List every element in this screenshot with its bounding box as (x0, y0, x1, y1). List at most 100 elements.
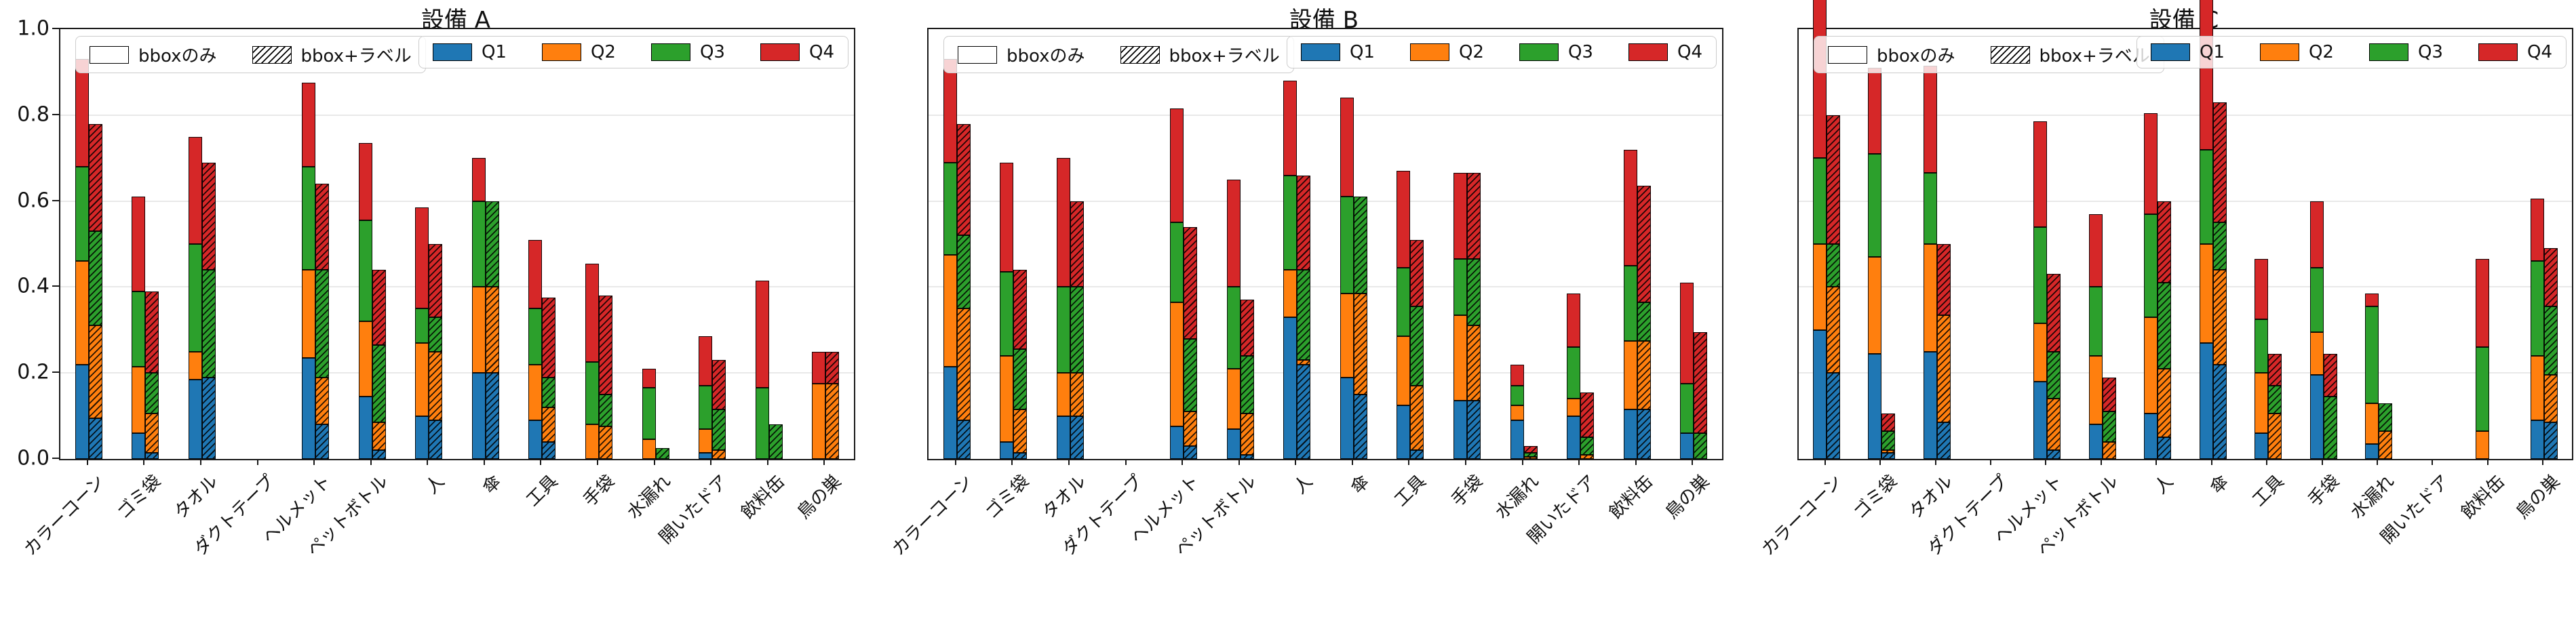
bar-segment-q2-hatched (712, 450, 726, 459)
bar-segment-q2 (1510, 405, 1524, 420)
bar-segment-q4 (358, 143, 372, 221)
bar-segment-q4 (812, 351, 826, 384)
bar-segment-q2-hatched (2102, 441, 2116, 459)
x-axis-category-label: 傘 (2206, 471, 2233, 498)
x-axis-tick-mark (710, 459, 712, 465)
legend-quarters: Q1 Q2 Q3 Q4 (1286, 36, 1717, 68)
stacked-bar-bbox-label (145, 291, 159, 459)
bar-segment-q4-hatched (1523, 446, 1538, 453)
stacked-bar-bbox-label (1410, 239, 1424, 459)
legend-label-q2: Q2 (1458, 42, 1484, 62)
bar-segment-q3-hatched (712, 409, 726, 451)
legend-entry-q2: Q2 (2259, 42, 2334, 62)
bar-segment-q2 (132, 366, 146, 433)
bar-segment-q3 (1812, 158, 1827, 245)
x-axis-tick-mark (954, 459, 956, 465)
bar-segment-q3 (2475, 347, 2489, 431)
bar-segment-q2 (1056, 373, 1070, 416)
bar-segment-q2-hatched (1353, 293, 1367, 395)
bar-segment-q3 (188, 244, 202, 352)
stacked-bar-bbox-label (1184, 226, 1198, 459)
x-axis-tick-mark (199, 459, 201, 465)
x-axis-tick-mark (2377, 459, 2378, 465)
bar-segment-q3 (2088, 287, 2103, 356)
stacked-bar-bbox-label (2047, 274, 2061, 459)
bar-segment-q2 (1567, 399, 1581, 416)
y-axis-tick-label: 0.2 (17, 360, 50, 384)
x-axis-tick-mark (313, 459, 315, 465)
x-axis-category-label: 人 (422, 471, 449, 498)
stacked-bar-bbox-only (2144, 113, 2158, 459)
y-axis-tick-label: 0.0 (17, 446, 50, 470)
legend-label-q1: Q1 (481, 42, 507, 62)
bar-segment-q4 (1680, 283, 1694, 384)
x-axis-category-label: 傘 (478, 471, 506, 498)
bar-segment-q1 (2199, 342, 2213, 459)
stacked-bar-bbox-label (1297, 175, 1311, 459)
legend-label-bbox-label: bbox+ラベル (1169, 46, 1280, 66)
x-axis-tick-mark (483, 459, 485, 465)
stacked-bar-bbox-only (1623, 149, 1637, 459)
bar-segment-q2 (1453, 315, 1467, 401)
bar-segment-q4-hatched (598, 296, 612, 395)
bar-segment-q4 (2088, 214, 2103, 287)
x-axis-category-label: 人 (2151, 471, 2178, 498)
bar-segment-q3-hatched (1297, 270, 1311, 361)
bar-segment-q1 (1283, 317, 1297, 459)
bar-segment-q4 (1000, 162, 1014, 273)
bar-segment-q3-hatched (1184, 338, 1198, 412)
legend-bar-style: bboxのみ bbox+ラベル (75, 36, 426, 73)
gridline (1799, 200, 2572, 202)
bar-segment-q1-hatched (88, 418, 102, 459)
x-axis-tick-mark (2266, 459, 2268, 465)
bar-segment-q1 (1812, 329, 1827, 459)
gridline (60, 286, 854, 288)
x-axis-tick-mark (1295, 459, 1297, 465)
bar-segment-q3 (1453, 259, 1467, 315)
stacked-bar-bbox-label (429, 244, 443, 459)
stacked-bar-bbox-only (812, 351, 826, 459)
bar-segment-q4-hatched (542, 298, 556, 378)
bar-segment-q4-hatched (315, 184, 330, 270)
bar-segment-q1 (1868, 353, 1882, 459)
x-axis-tick-mark (823, 459, 825, 465)
stacked-bar-bbox-label (2544, 248, 2558, 459)
bar-segment-q2 (699, 428, 713, 453)
x-axis-tick-mark (1879, 459, 1881, 465)
x-axis-tick-mark (596, 459, 598, 465)
bar-segment-q4 (585, 263, 599, 363)
x-axis-tick-mark (2045, 459, 2047, 465)
x-axis-tick-mark (540, 459, 542, 465)
bar-segment-q2 (1226, 368, 1241, 429)
bar-segment-q1 (1397, 405, 1411, 459)
legend-entry-q4: Q4 (2478, 42, 2552, 62)
bar-segment-q4-hatched (1826, 115, 1840, 245)
bar-segment-q3-hatched (2212, 222, 2227, 270)
stacked-bar-bbox-label (825, 351, 840, 459)
gridline (1799, 372, 2572, 374)
bar-segment-q2-hatched (2158, 368, 2172, 438)
bar-segment-q3-hatched (485, 201, 499, 287)
x-axis-category-label: ゴミ袋 (981, 471, 1034, 523)
bar-segment-q2-hatched (956, 308, 971, 420)
legend-label-bbox-label: bbox+ラベル (2039, 46, 2150, 66)
bar-segment-q4-hatched (145, 291, 159, 374)
stacked-bar-bbox-label (1070, 201, 1084, 459)
bar-segment-q2 (1397, 336, 1411, 405)
stacked-bar-bbox-label (2268, 353, 2282, 459)
bar-segment-q1 (1000, 441, 1014, 459)
legend-entry-bbox-only: bboxのみ (90, 42, 217, 67)
bar-segment-q3 (2309, 267, 2324, 332)
bar-segment-q3-hatched (145, 373, 159, 414)
bar-segment-q4-hatched (2544, 248, 2558, 306)
bar-segment-q3-hatched (1826, 244, 1840, 287)
bar-segment-q2-hatched (1881, 450, 1896, 453)
bar-segment-q1-hatched (372, 450, 386, 459)
bbox-label-hatch-swatch-icon (1120, 45, 1160, 64)
bar-segment-q2-hatched (2379, 430, 2392, 459)
bar-segment-q2 (415, 342, 429, 416)
legend-entry-q1: Q1 (432, 42, 507, 62)
bar-segment-q1 (943, 366, 957, 459)
bar-segment-q3-hatched (1580, 437, 1595, 455)
legend-entry-q3: Q3 (2368, 42, 2443, 62)
